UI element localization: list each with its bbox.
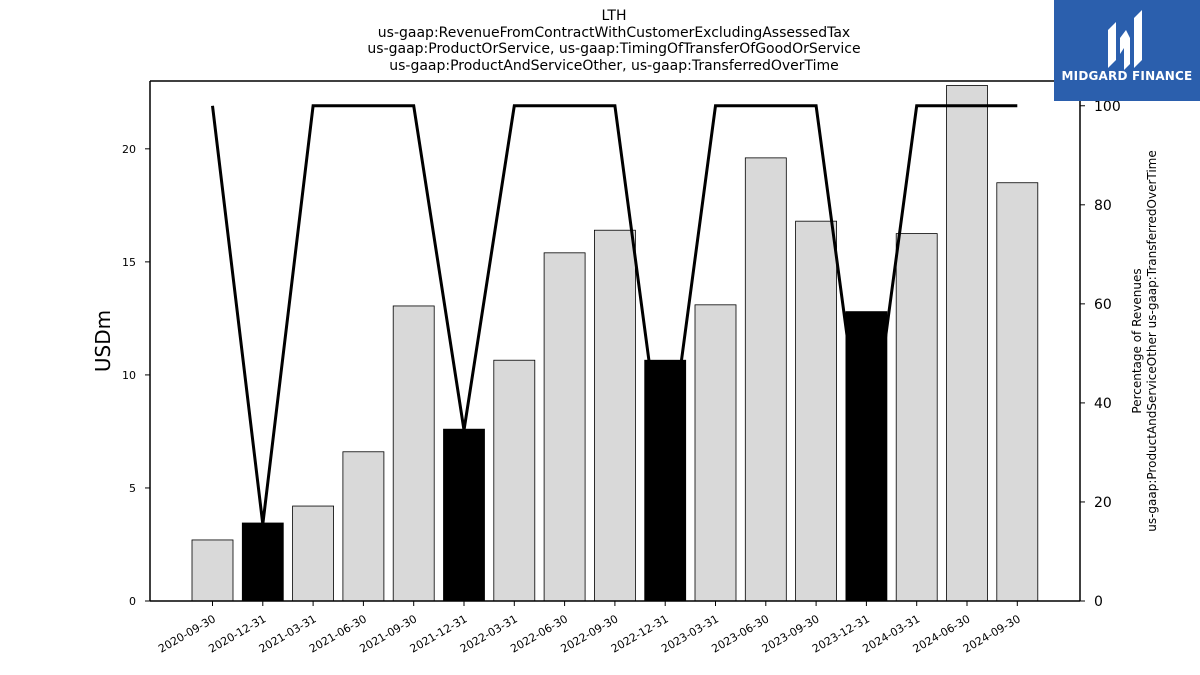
- bar-2021-03-31: [292, 505, 335, 602]
- bar-2022-06-30: [543, 252, 586, 602]
- bar-2022-03-31: [493, 359, 536, 602]
- percentage-line: [211, 104, 1018, 525]
- x-tick-label-2024-09-30: 2024-09-30: [961, 612, 1023, 655]
- bar-2024-06-30: [946, 85, 988, 602]
- percentage-line-series: [211, 104, 1018, 525]
- title-line-2: us-gaap:RevenueFromContractWithCustomerE…: [378, 25, 850, 41]
- y-tick-label-15: 15: [122, 256, 136, 269]
- bar-2021-06-30: [342, 451, 385, 602]
- title-line-1: LTH: [602, 8, 627, 24]
- y-tick-label-5: 5: [129, 482, 136, 495]
- title-line-3: us-gaap:ProductOrService, us-gaap:Timing…: [367, 41, 860, 57]
- bar-2023-09-30: [795, 220, 837, 602]
- y-tick-label-10: 10: [122, 369, 136, 382]
- y-right-tick-label-80: 80: [1094, 198, 1112, 214]
- bar-2022-09-30: [594, 229, 636, 602]
- title-line-4: us-gaap:ProductAndServiceOther, us-gaap:…: [389, 58, 839, 74]
- y-right-tick-label-100: 100: [1094, 99, 1121, 115]
- y-tick-label-0: 0: [129, 595, 136, 608]
- bar-2024-09-30: [996, 182, 1039, 602]
- y-axis-label: USDm: [91, 310, 115, 372]
- y-right-tick-label-20: 20: [1094, 495, 1112, 511]
- bar-2021-09-30: [392, 305, 435, 602]
- y-right-tick-label-60: 60: [1094, 297, 1112, 313]
- midgard-finance-logo: MIDGARD FINANCE: [1054, 0, 1200, 101]
- bar-2023-12-31: [845, 311, 888, 602]
- chart-title: LTH us-gaap:RevenueFromContractWithCusto…: [367, 8, 860, 74]
- bar-2023-06-30: [744, 157, 787, 602]
- bar-2023-03-31: [694, 304, 737, 602]
- logo-text: MIDGARD FINANCE: [1061, 69, 1193, 83]
- y-axis-label-right: Percentage of Revenues us-gaap:ProductAn…: [1130, 150, 1159, 532]
- bar-series: [191, 85, 1039, 602]
- bar-2020-12-31: [241, 522, 284, 602]
- y-tick-label-20: 20: [122, 143, 136, 156]
- y-axis-label-right-line-1: Percentage of Revenues: [1130, 268, 1144, 413]
- bar-2020-09-30: [191, 539, 234, 602]
- bar-2024-03-31: [895, 233, 938, 602]
- bar-2021-12-31: [443, 428, 485, 602]
- midgard-logo-icon: [1108, 10, 1142, 70]
- y-right-tick-label-40: 40: [1094, 396, 1112, 412]
- y-axis-label-right-line-2: us-gaap:ProductAndServiceOther us-gaap:T…: [1145, 150, 1159, 532]
- y-right-tick-label-0: 0: [1094, 594, 1103, 610]
